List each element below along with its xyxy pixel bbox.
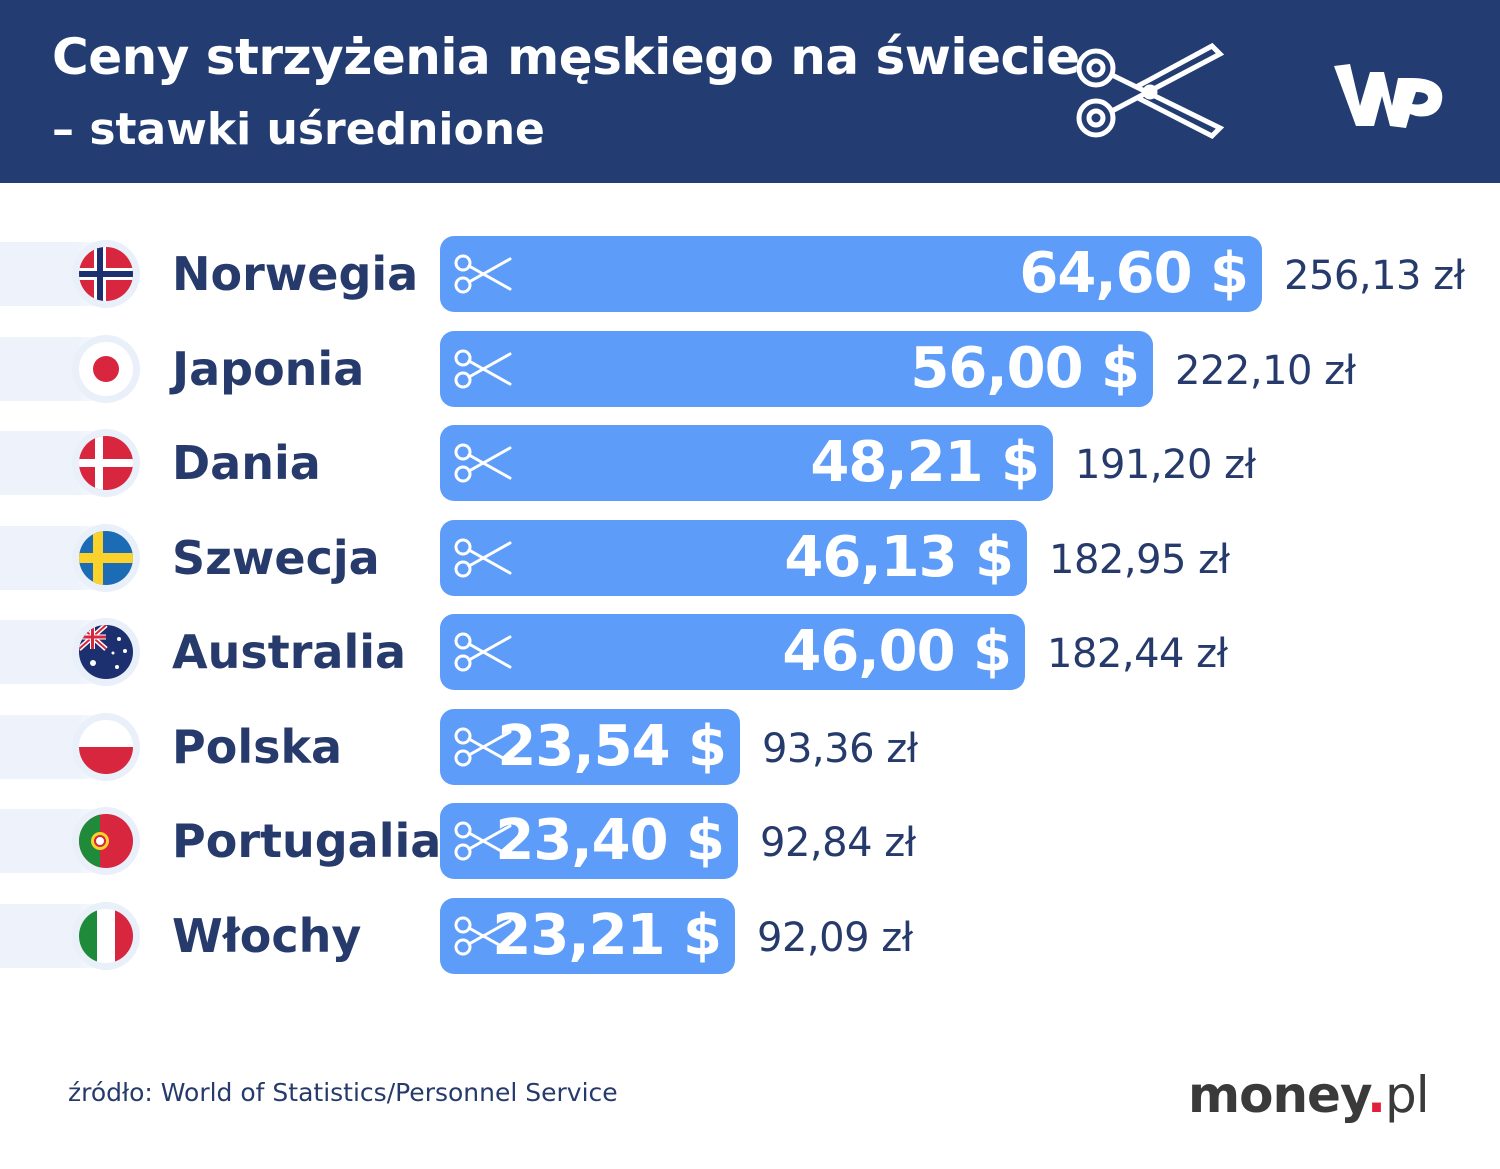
scissors-icon	[454, 443, 512, 483]
flag-sweden-icon	[72, 523, 140, 592]
scissors-icon	[454, 254, 512, 294]
usd-value-label: 64,60 $	[1019, 241, 1249, 306]
scissors-icon	[454, 538, 512, 577]
bar: 46,00 $	[440, 614, 1025, 690]
flag-portugal-icon	[72, 807, 140, 875]
pln-value-label: 182,44 zł	[1047, 631, 1228, 677]
bar-chart: Norwegia 64,60 $ 256,13 zł Japonia 56,00 $ 22…	[0, 236, 1500, 996]
chart-row: Dania 48,21 $ 191,20 zł	[0, 425, 1500, 501]
bar: 46,13 $	[440, 519, 1027, 596]
country-label: Portugalia	[172, 814, 442, 868]
usd-value-label: 48,21 $	[810, 430, 1040, 495]
usd-value-label: 46,13 $	[784, 524, 1014, 590]
scissors-icon	[454, 632, 512, 672]
pln-value-label: 93,36 zł	[762, 725, 918, 772]
usd-value-label: 46,00 $	[782, 619, 1012, 684]
chart-row: Polska 23,54 $ 93,36 zł	[0, 708, 1500, 785]
pln-value-label: 222,10 zł	[1175, 347, 1356, 394]
usd-value-label: 56,00 $	[910, 335, 1140, 401]
flag-japan-icon	[72, 334, 140, 403]
usd-value-label: 23,54 $	[497, 713, 727, 779]
page-title: Ceny strzyżenia męskiego na świecie	[52, 28, 1080, 86]
chart-row: Włochy 23,21 $ 92,09 zł	[0, 897, 1500, 974]
usd-value-label: 23,21 $	[492, 902, 722, 968]
country-label: Japonia	[172, 341, 365, 396]
scissors-icon	[454, 916, 512, 955]
pln-value-label: 191,20 zł	[1075, 442, 1256, 488]
pln-value-label: 92,84 zł	[760, 820, 916, 866]
chart-row: Australia 46,00 $ 182,44 zł	[0, 614, 1500, 690]
flag-poland-icon	[72, 712, 140, 781]
scissors-icon	[454, 349, 512, 388]
source-note: źródło: World of Statistics/Personnel Se…	[68, 1078, 618, 1107]
scissors-icon	[454, 727, 512, 766]
bar: 23,54 $	[440, 708, 740, 785]
bar: 23,40 $	[440, 803, 738, 879]
flag-australia-icon	[72, 618, 140, 686]
flag-norway-icon	[72, 240, 140, 308]
scissors-icon	[1076, 42, 1225, 140]
brand-main: money	[1188, 1066, 1368, 1124]
brand-logo: money.pl	[1188, 1066, 1430, 1124]
bar: 23,21 $	[440, 897, 735, 974]
chart-row: Szwecja 46,13 $ 182,95 zł	[0, 519, 1500, 596]
page-subtitle: – stawki uśrednione	[52, 104, 545, 155]
pln-value-label: 256,13 zł	[1284, 253, 1465, 299]
brand-tld: pl	[1384, 1066, 1430, 1124]
pln-value-label: 92,09 zł	[757, 914, 913, 961]
bar: 48,21 $	[440, 425, 1053, 501]
pln-value-label: 182,95 zł	[1049, 536, 1230, 583]
wp-logo-icon	[1334, 64, 1443, 128]
header-banner: Ceny strzyżenia męskiego na świecie – st…	[0, 0, 1500, 183]
flag-italy-icon	[72, 901, 140, 970]
country-label: Dania	[172, 436, 321, 490]
usd-value-label: 23,40 $	[495, 808, 725, 873]
country-label: Polska	[172, 719, 343, 774]
chart-row: Japonia 56,00 $ 222,10 zł	[0, 330, 1500, 407]
chart-row: Norwegia 64,60 $ 256,13 zł	[0, 236, 1500, 312]
country-label: Norwegia	[172, 247, 419, 301]
brand-dot: .	[1366, 1066, 1386, 1124]
country-label: Australia	[172, 625, 407, 679]
bar: 64,60 $	[440, 236, 1262, 312]
bar: 56,00 $	[440, 330, 1153, 407]
chart-row: Portugalia 23,40 $ 92,84 zł	[0, 803, 1500, 879]
country-label: Szwecja	[172, 530, 380, 585]
flag-denmark-icon	[72, 429, 140, 497]
country-label: Włochy	[172, 908, 362, 963]
scissors-icon	[454, 821, 512, 861]
